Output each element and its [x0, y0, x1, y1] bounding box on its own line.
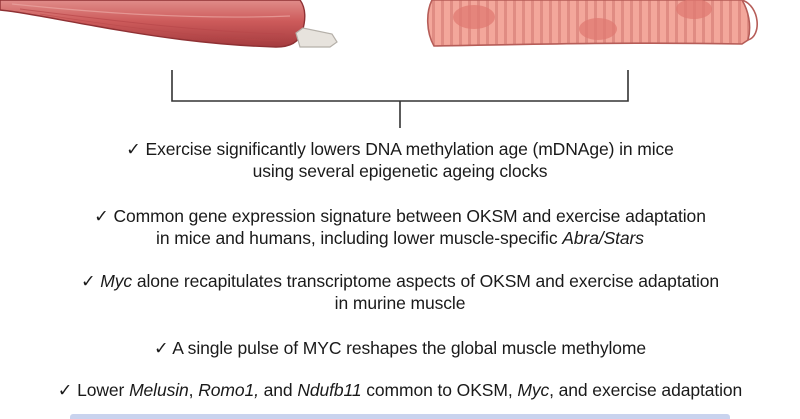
finding-text: alone recapitulates transcriptome aspect… — [132, 271, 720, 291]
finding-text: , and exercise adaptation — [549, 380, 743, 400]
bracket-connector — [171, 70, 629, 128]
gene-name: Abra/Stars — [562, 228, 644, 248]
finding-text: , — [188, 380, 199, 400]
finding-line: ✓ Myc alone recapitulates transcriptome … — [0, 270, 800, 292]
bottom-panel-edge — [70, 414, 730, 419]
muscle-fiber-icon — [426, 0, 758, 47]
finding-text: using several epigenetic ageing clocks — [252, 161, 548, 181]
finding-text: ✓ Lower — [57, 380, 130, 400]
finding-text: in murine muscle — [334, 293, 466, 313]
finding-line: ✓ Common gene expression signature betwe… — [0, 205, 800, 227]
finding-text: common to OKSM, — [361, 380, 518, 400]
finding-text: ✓ Common gene expression signature betwe… — [94, 206, 706, 226]
finding-common-genes: ✓ Lower Melusin, Romo1, and Ndufb11 comm… — [0, 379, 800, 401]
finding-text: in mice and humans, including lower musc… — [156, 228, 563, 248]
finding-text: ✓ Exercise significantly lowers DNA meth… — [126, 139, 674, 159]
finding-line: in murine muscle — [0, 292, 800, 314]
finding-line: ✓ Exercise significantly lowers DNA meth… — [0, 138, 800, 160]
finding-gene-signature: ✓ Common gene expression signature betwe… — [0, 205, 800, 249]
finding-text: ✓ — [80, 271, 101, 291]
finding-myc-transcriptome: ✓ Myc alone recapitulates transcriptome … — [0, 270, 800, 314]
whole-muscle-icon — [0, 0, 338, 48]
illustration — [0, 0, 758, 128]
gene-name: Melusin — [129, 380, 189, 400]
finding-text: and — [258, 380, 298, 400]
gene-name: Myc — [100, 271, 133, 291]
finding-text: ✓ A single pulse of MYC reshapes the glo… — [153, 338, 647, 358]
gene-name: Myc — [517, 380, 550, 400]
finding-line: ✓ A single pulse of MYC reshapes the glo… — [0, 337, 800, 359]
gene-name: Romo1, — [198, 380, 259, 400]
tendon-icon — [295, 27, 338, 48]
finding-line: in mice and humans, including lower musc… — [0, 227, 800, 249]
gene-name: Ndufb11 — [297, 380, 362, 400]
finding-line: using several epigenetic ageing clocks — [0, 160, 800, 182]
finding-myc-methylome: ✓ A single pulse of MYC reshapes the glo… — [0, 337, 800, 359]
finding-exercise-mdnage: ✓ Exercise significantly lowers DNA meth… — [0, 138, 800, 182]
finding-line: ✓ Lower Melusin, Romo1, and Ndufb11 comm… — [0, 379, 800, 401]
